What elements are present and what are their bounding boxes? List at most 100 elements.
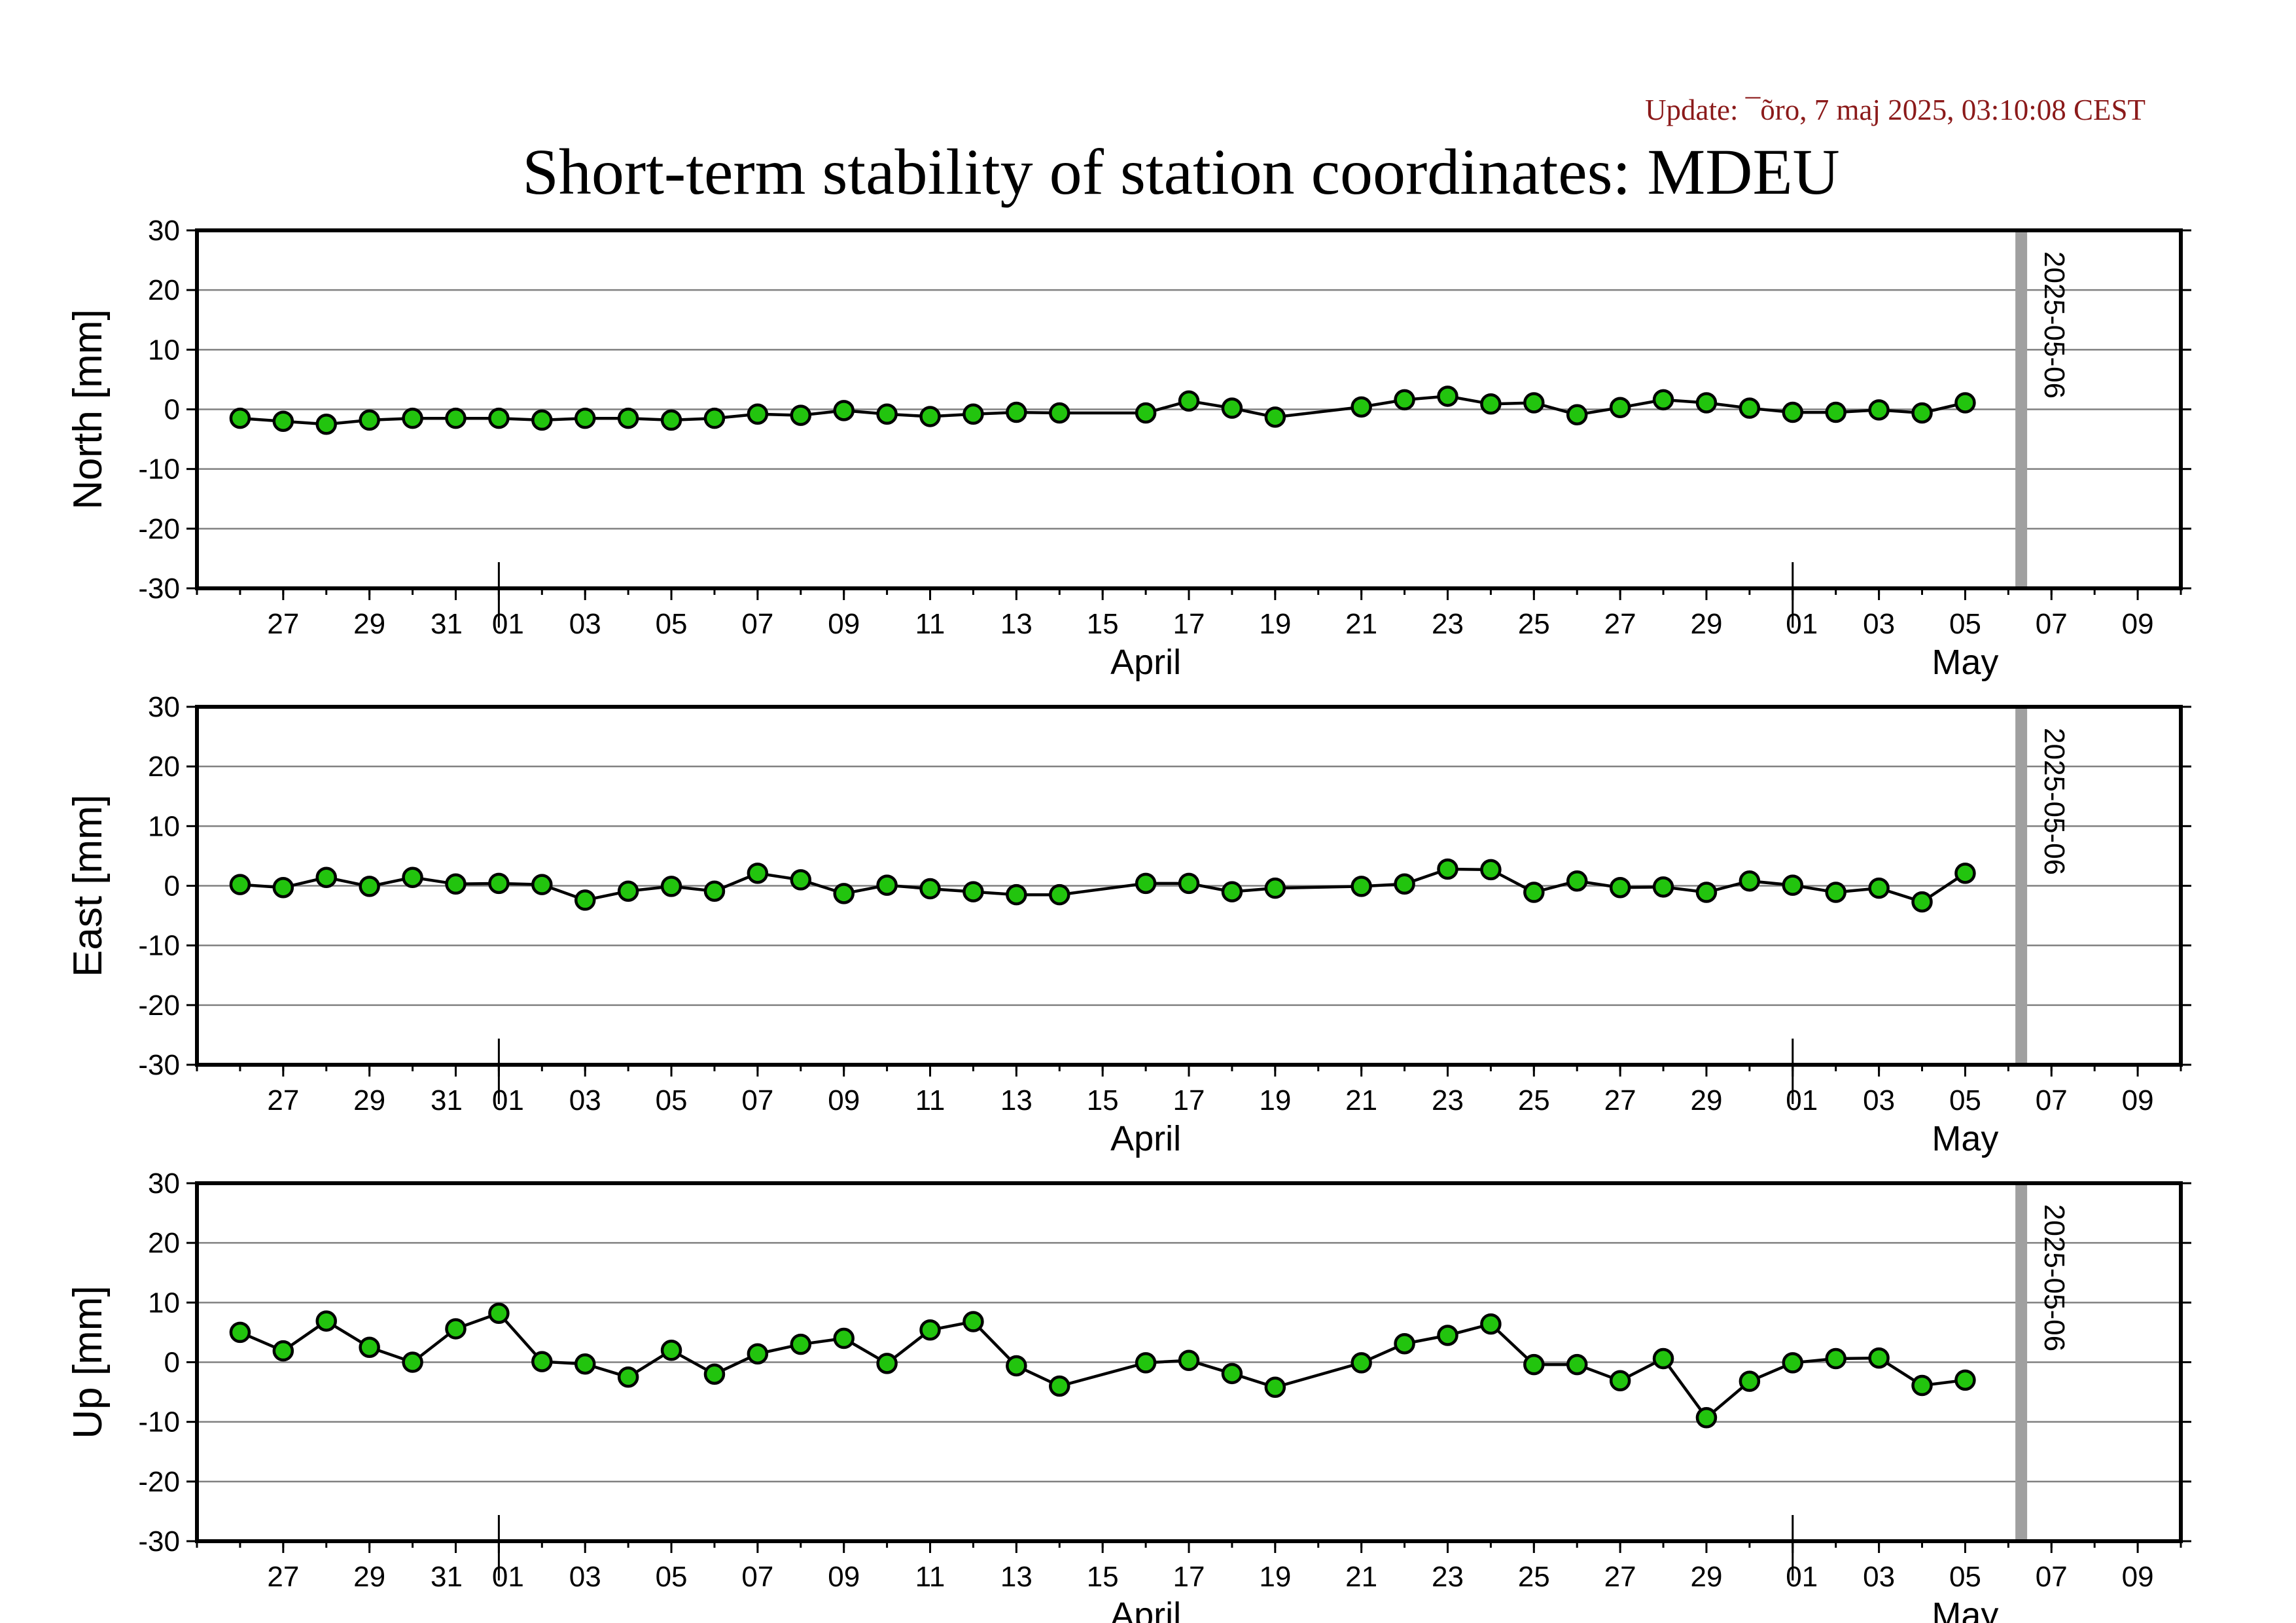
x-tick-label: 09 <box>2122 1561 2154 1593</box>
chart-title: Short-term stability of station coordina… <box>522 135 1840 208</box>
x-tick-label: 27 <box>1604 1084 1636 1116</box>
data-point <box>488 407 510 429</box>
x-tick-label: 03 <box>1863 1561 1895 1593</box>
x-tick-label: 05 <box>1949 1084 1981 1116</box>
data-point <box>1178 1349 1200 1372</box>
x-tick-label: 03 <box>1863 608 1895 640</box>
y-tick-label: -30 <box>138 1049 180 1081</box>
data-point <box>1049 883 1070 906</box>
data-point <box>272 876 294 899</box>
x-tick-label: 27 <box>267 1561 299 1593</box>
data-point <box>1049 1375 1070 1397</box>
data-point <box>1695 1407 1718 1429</box>
data-point <box>1437 858 1458 880</box>
y-tick-label: 0 <box>164 1347 180 1379</box>
x-tick-label: 07 <box>2036 608 2068 640</box>
x-tick-label: 01 <box>492 608 524 640</box>
panel-up: 2025-05-06 30 20 10 0 -10 -20 -30 Up [mm] 27 29 31 0… <box>65 1168 2191 1623</box>
x-tick-label: 29 <box>353 1561 385 1593</box>
data-point <box>1868 877 1890 899</box>
data-point <box>876 403 898 425</box>
data-point <box>315 414 337 435</box>
x-tick-label: 11 <box>915 1084 945 1116</box>
data-point <box>1566 870 1588 892</box>
data-point <box>747 863 769 884</box>
data-point <box>1695 882 1718 903</box>
y-tick-label: 20 <box>148 274 180 306</box>
data-point <box>1782 401 1804 423</box>
x-tick-label: 23 <box>1432 608 1464 640</box>
y-tick-label: 20 <box>148 1227 180 1259</box>
x-tick-label: 07 <box>741 1084 773 1116</box>
data-point <box>790 869 812 891</box>
data-point <box>359 1336 380 1358</box>
data-point <box>445 407 467 429</box>
x-tick-label: 01 <box>1786 1084 1818 1116</box>
data-point <box>1351 876 1372 897</box>
month-label: April <box>1110 1119 1181 1158</box>
x-tick-label: 15 <box>1087 608 1119 640</box>
x-tick-label: 17 <box>1173 608 1205 640</box>
data-point <box>1480 1313 1502 1335</box>
x-tick-label: 09 <box>828 1084 860 1116</box>
data-point <box>1954 863 1976 884</box>
data-point <box>1264 406 1286 428</box>
x-tick-label: 29 <box>1690 1084 1722 1116</box>
panels: 2025-05-06 30 20 10 0 -10 -20 -30 North [mm] 27 29… <box>65 215 2191 1623</box>
data-point <box>617 1366 639 1388</box>
data-point <box>359 876 380 897</box>
x-tick-label: 05 <box>656 1561 688 1593</box>
data-point <box>1609 1370 1631 1392</box>
data-point <box>1911 891 1933 913</box>
data-point <box>1911 1374 1933 1397</box>
x-tick-label: 11 <box>915 608 945 640</box>
data-point <box>1178 390 1200 412</box>
data-point <box>315 866 337 888</box>
data-point <box>919 406 941 427</box>
x-tick-label: 19 <box>1259 1561 1291 1593</box>
x-tick-label: 09 <box>2122 608 2154 640</box>
x-tick-label: 25 <box>1518 1084 1550 1116</box>
data-point <box>919 1319 941 1341</box>
y-tick-label: 30 <box>148 1168 180 1200</box>
data-point <box>790 404 812 426</box>
x-tick-label: 23 <box>1432 1084 1464 1116</box>
date-marker-label: 2025-05-06 <box>2038 251 2070 399</box>
series-line <box>239 1311 1966 1420</box>
data-point <box>1566 404 1588 425</box>
data-point <box>747 1343 769 1364</box>
data-point <box>1006 1355 1027 1377</box>
y-tick-label: -10 <box>138 454 180 486</box>
data-point <box>1782 1352 1804 1374</box>
x-tick-label: 27 <box>1604 1561 1636 1593</box>
data-point <box>1221 1363 1243 1385</box>
data-point <box>1825 882 1846 903</box>
x-tick-label: 27 <box>1604 608 1636 640</box>
data-point <box>1437 1325 1458 1346</box>
data-point <box>488 872 510 895</box>
data-point <box>1782 874 1804 896</box>
data-point <box>1394 873 1415 895</box>
x-tick-label: 05 <box>1949 608 1981 640</box>
data-point <box>660 876 682 897</box>
x-tick-label: 01 <box>492 1084 524 1116</box>
x-tick-label: 29 <box>1690 1561 1722 1593</box>
x-tick-label: 27 <box>267 1084 299 1116</box>
x-tick-label: 05 <box>656 608 688 640</box>
data-point <box>445 1318 467 1340</box>
y-tick-label: -10 <box>138 1406 180 1438</box>
data-point <box>1523 392 1545 414</box>
x-tick-label: 15 <box>1087 1561 1119 1593</box>
data-point <box>1739 1370 1761 1392</box>
month-label: May <box>1932 643 1998 682</box>
y-tick-label: 10 <box>148 810 180 842</box>
x-tick-label: 25 <box>1518 1561 1550 1593</box>
month-label: May <box>1932 1119 1998 1158</box>
x-tick-label: 13 <box>1000 1084 1033 1116</box>
data-point <box>229 1321 251 1344</box>
data-point <box>1351 396 1372 418</box>
x-tick-label: 03 <box>569 608 601 640</box>
x-tick-label: 29 <box>353 1084 385 1116</box>
